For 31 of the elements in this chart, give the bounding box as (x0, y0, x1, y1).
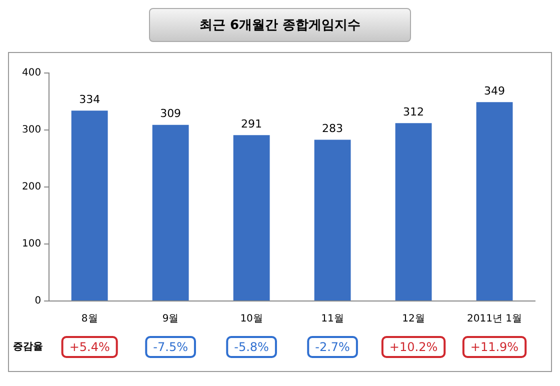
text: +10.2% (389, 340, 438, 354)
data-label: 312 (403, 106, 424, 119)
bar (395, 123, 432, 300)
bar (71, 110, 108, 300)
x-tick-label: 11월 (321, 314, 344, 325)
bar (152, 124, 189, 300)
data-label: 349 (484, 84, 506, 98)
bar (476, 102, 513, 300)
x-tick-label: 8월 (81, 314, 98, 325)
y-tick-label: 300 (22, 124, 42, 136)
bar (314, 140, 351, 300)
x-tick-label: 9월 (162, 314, 179, 325)
x-tick-label: 10월 (240, 314, 263, 325)
x-tick-label: 2011년 1월 (467, 314, 522, 325)
text: +5.4% (69, 340, 110, 354)
y-tick-label: 100 (22, 238, 42, 250)
x-tick-label: 12월 (402, 314, 425, 325)
y-tick-label: 200 (22, 182, 42, 193)
text: 증감율 (13, 342, 43, 353)
text: -2.7% (315, 340, 350, 354)
text: +11.9% (470, 340, 519, 354)
bar (233, 135, 270, 300)
data-label: 283 (322, 122, 344, 136)
data-label: 291 (241, 117, 262, 130)
y-tick-label: 400 (22, 68, 42, 79)
data-label: 309 (160, 107, 182, 120)
text: -5.8% (234, 340, 269, 354)
text: -7.5% (153, 340, 188, 354)
y-tick-label: 0 (34, 296, 42, 307)
chart-title: 최근 6개월간 종합게임지수 (149, 8, 411, 42)
data-label: 334 (79, 92, 100, 106)
